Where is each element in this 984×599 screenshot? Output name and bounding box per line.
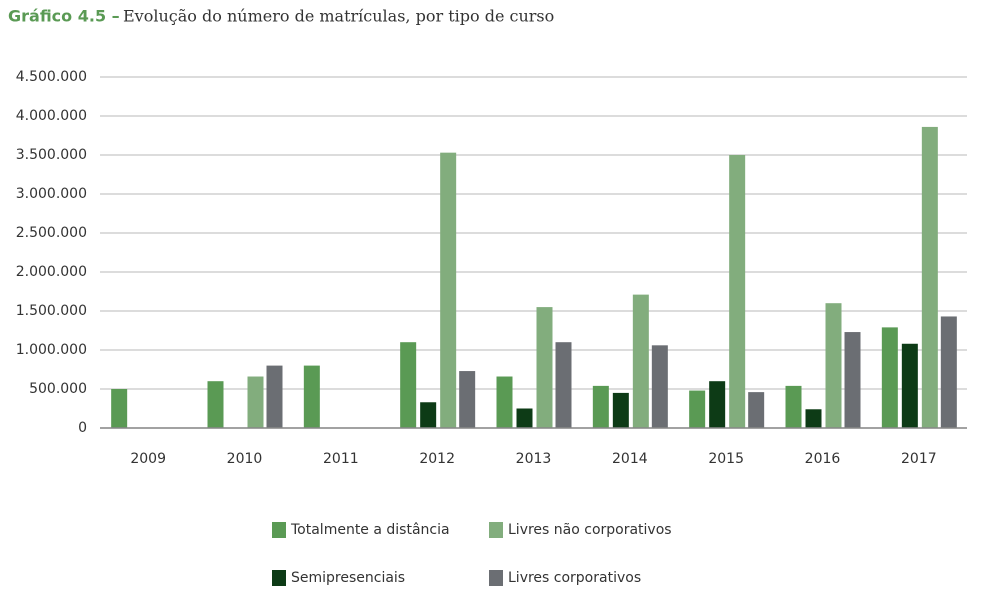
bar xyxy=(651,345,668,428)
bar xyxy=(632,294,649,428)
x-tick-label: 2014 xyxy=(612,451,648,467)
bar xyxy=(921,126,938,429)
bar xyxy=(111,389,128,428)
bar xyxy=(536,307,553,428)
y-tick-label: 3.000.000 xyxy=(16,186,87,202)
x-tick-label: 2009 xyxy=(130,451,166,467)
bar xyxy=(516,408,533,428)
legend-label: Totalmente a distância xyxy=(290,522,450,538)
chart-label: Gráfico 4.5 – xyxy=(8,7,120,26)
bar xyxy=(729,155,746,428)
bar xyxy=(592,385,609,428)
bar xyxy=(266,365,283,428)
bar xyxy=(689,390,706,428)
bar xyxy=(400,342,417,428)
y-tick-label: 500.000 xyxy=(29,381,87,397)
bar xyxy=(303,365,320,428)
y-tick-label: 0 xyxy=(78,420,87,436)
bar xyxy=(785,385,802,428)
x-tick-label: 2016 xyxy=(805,451,841,467)
y-tick-label: 1.000.000 xyxy=(16,342,87,358)
legend-label: Semipresenciais xyxy=(291,570,405,586)
bar xyxy=(825,303,842,428)
y-tick-label: 4.500.000 xyxy=(16,69,87,85)
chart-title: Evolução do número de matrículas, por ti… xyxy=(123,7,554,26)
x-tick-label: 2015 xyxy=(708,451,744,467)
legend-swatch xyxy=(489,570,503,586)
bar xyxy=(247,376,264,428)
legend-label: Livres não corporativos xyxy=(508,522,672,538)
x-tick-label: 2012 xyxy=(419,451,455,467)
bar xyxy=(459,371,476,428)
y-tick-label: 4.000.000 xyxy=(16,108,87,124)
y-tick-label: 2.500.000 xyxy=(16,225,87,241)
bar xyxy=(940,316,957,428)
bar xyxy=(748,392,765,428)
x-tick-label: 2013 xyxy=(516,451,552,467)
x-tick-label: 2010 xyxy=(227,451,263,467)
legend-swatch xyxy=(489,522,503,538)
x-tick-label: 2011 xyxy=(323,451,359,467)
bar xyxy=(496,376,513,428)
bar xyxy=(555,342,572,428)
bar xyxy=(440,152,457,428)
bar xyxy=(207,381,224,428)
bar xyxy=(844,332,861,428)
y-tick-label: 3.500.000 xyxy=(16,147,87,163)
legend-swatch xyxy=(272,570,286,586)
legend-swatch xyxy=(272,522,286,538)
bar xyxy=(881,327,898,428)
bar xyxy=(805,409,822,428)
bar xyxy=(901,343,918,428)
y-tick-label: 2.000.000 xyxy=(16,264,87,280)
y-tick-label: 1.500.000 xyxy=(16,303,87,319)
x-tick-label: 2017 xyxy=(901,451,937,467)
bar xyxy=(709,381,726,428)
bar xyxy=(612,392,629,428)
bar xyxy=(420,402,437,428)
legend-label: Livres corporativos xyxy=(508,570,641,586)
